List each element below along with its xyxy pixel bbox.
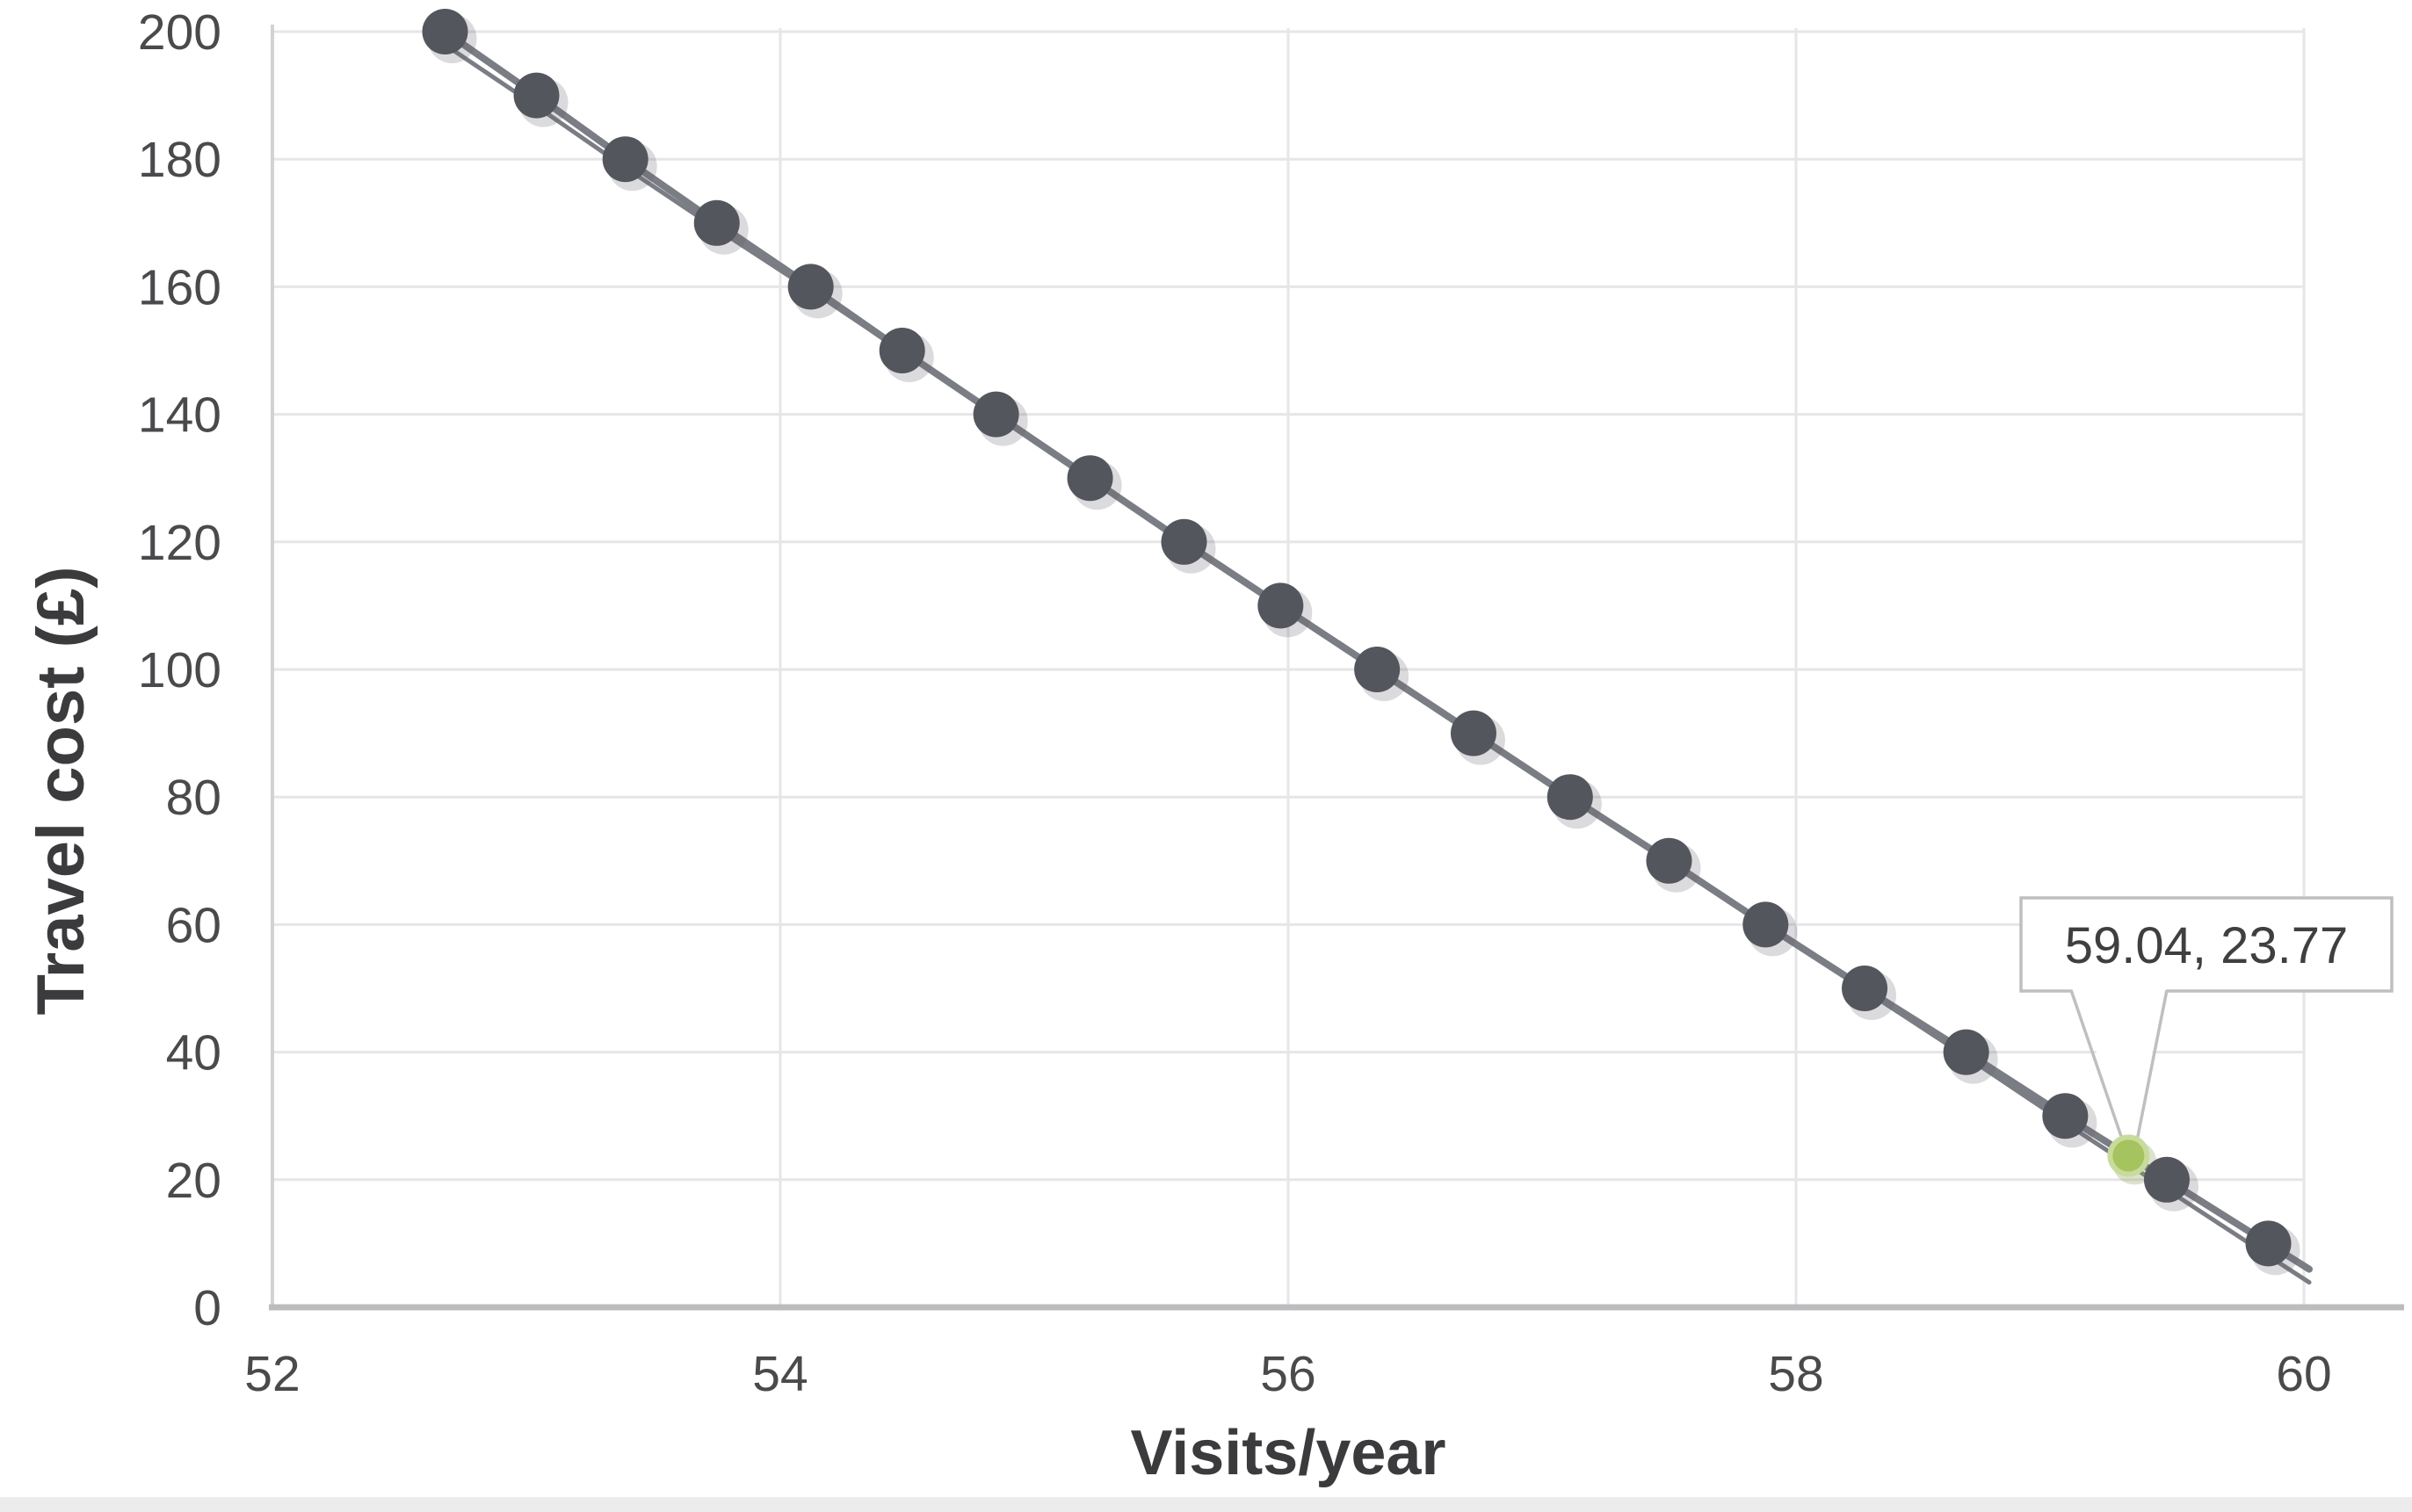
chart-background: [0, 1497, 2412, 1512]
x-tick-label: 60: [2276, 1346, 2331, 1402]
y-tick-label: 20: [166, 1153, 221, 1209]
data-point-marker: [1646, 837, 1692, 884]
data-point-marker: [1943, 1029, 1989, 1075]
data-point-marker: [1354, 647, 1401, 692]
y-tick-label: 60: [166, 897, 221, 953]
y-tick-label: 200: [138, 4, 221, 61]
y-tick-label: 140: [138, 387, 221, 444]
data-point-marker: [2245, 1220, 2292, 1267]
data-point-marker: [2042, 1093, 2089, 1139]
callout-tail-right-line: [2134, 989, 2169, 1144]
bottom-strip: [0, 1497, 2412, 1512]
axes: [269, 25, 2404, 1311]
y-tick-label: 160: [138, 259, 221, 315]
callout-tail-left-line: [2069, 989, 2125, 1140]
data-point-markers: [422, 9, 2300, 1276]
highlighted-point-marker: [2107, 1134, 2150, 1177]
data-point-marker: [1067, 455, 1113, 502]
x-tick-label: 56: [1260, 1346, 1315, 1402]
x-tick-label: 54: [752, 1346, 808, 1402]
data-point-marker: [879, 328, 925, 373]
data-point-marker: [602, 136, 648, 183]
callout-label: 59.04, 23.77: [2065, 917, 2349, 974]
y-tick-label: 180: [138, 132, 221, 188]
data-point-marker: [1257, 582, 1304, 629]
data-point-marker: [693, 199, 740, 246]
data-point-marker: [2143, 1156, 2190, 1203]
y-tick-label: 120: [138, 515, 221, 571]
callout-box: [2019, 896, 2394, 993]
y-tick-label: 0: [193, 1280, 221, 1336]
callout-tail-fill: [2071, 988, 2167, 1142]
y-tick-label: 80: [166, 770, 221, 826]
data-point-marker: [1450, 710, 1496, 756]
chart-text-layer: Travel cost (£) Visits/year 59.04, 23.77: [24, 566, 2348, 1488]
data-point-marker: [1842, 966, 1888, 1011]
data-point-marker: [422, 9, 468, 54]
data-point-marker: [787, 264, 834, 310]
x-axis-title: Visits/year: [1131, 1418, 1446, 1488]
data-label-callout: [2019, 896, 2394, 1144]
data-point-marker: [513, 72, 560, 119]
x-tick-label: 58: [1768, 1346, 1823, 1402]
y-axis-title: Travel cost (£): [24, 566, 98, 1015]
gridlines: [272, 28, 2306, 1307]
data-point-marker: [1742, 901, 1789, 948]
y-tick-label: 100: [138, 642, 221, 698]
data-point-marker: [973, 391, 1019, 438]
data-point-marker: [1546, 774, 1593, 821]
data-point-marker: [1161, 518, 1207, 565]
tick-labels: 0 20 40 60 80 100 120 140 160 180 200 52 54 56 58 60: [138, 4, 2332, 1402]
x-tick-label: 52: [244, 1346, 300, 1402]
y-tick-label: 40: [166, 1025, 221, 1082]
